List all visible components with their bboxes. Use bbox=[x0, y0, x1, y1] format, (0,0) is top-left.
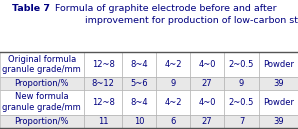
Bar bbox=[190, 90, 224, 115]
Text: 6: 6 bbox=[170, 117, 176, 126]
Bar bbox=[122, 115, 156, 128]
Text: 9: 9 bbox=[170, 79, 176, 88]
Bar bbox=[0, 115, 84, 128]
Bar bbox=[122, 52, 156, 77]
Text: 8~4: 8~4 bbox=[131, 60, 148, 69]
Bar bbox=[224, 77, 259, 90]
Bar bbox=[84, 115, 122, 128]
Text: 4~2: 4~2 bbox=[164, 60, 182, 69]
Bar bbox=[0, 77, 84, 90]
Bar bbox=[259, 115, 298, 128]
Bar bbox=[84, 52, 122, 77]
Bar bbox=[0, 52, 84, 77]
Text: 2~0.5: 2~0.5 bbox=[229, 98, 254, 107]
Text: 4~2: 4~2 bbox=[164, 98, 182, 107]
Text: Powder: Powder bbox=[263, 98, 294, 107]
Text: 8~4: 8~4 bbox=[131, 98, 148, 107]
Text: New formula
granule grade/mm: New formula granule grade/mm bbox=[2, 92, 81, 112]
Text: 12~8: 12~8 bbox=[91, 98, 114, 107]
Text: 12~8: 12~8 bbox=[91, 60, 114, 69]
Bar bbox=[190, 77, 224, 90]
Text: 27: 27 bbox=[202, 117, 212, 126]
Bar bbox=[224, 115, 259, 128]
Bar bbox=[224, 52, 259, 77]
Bar bbox=[84, 77, 122, 90]
Text: Table 7: Table 7 bbox=[12, 4, 50, 13]
Text: Proportion/%: Proportion/% bbox=[15, 117, 69, 126]
Bar bbox=[190, 115, 224, 128]
Text: Formula of graphite electrode before and after
             improvement for prod: Formula of graphite electrode before and… bbox=[46, 4, 298, 25]
Text: 39: 39 bbox=[273, 79, 284, 88]
Bar bbox=[224, 90, 259, 115]
Bar bbox=[259, 77, 298, 90]
Text: Original formula
granule grade/mm: Original formula granule grade/mm bbox=[2, 55, 81, 74]
Text: Powder: Powder bbox=[263, 60, 294, 69]
Text: 39: 39 bbox=[273, 117, 284, 126]
Bar bbox=[84, 90, 122, 115]
Bar bbox=[122, 90, 156, 115]
Text: 11: 11 bbox=[98, 117, 108, 126]
Text: 4~0: 4~0 bbox=[198, 98, 216, 107]
Text: 9: 9 bbox=[239, 79, 244, 88]
Text: 7: 7 bbox=[239, 117, 244, 126]
Bar bbox=[259, 90, 298, 115]
Bar bbox=[156, 77, 190, 90]
Text: 27: 27 bbox=[202, 79, 212, 88]
Text: 8~12: 8~12 bbox=[91, 79, 114, 88]
Text: 2~0.5: 2~0.5 bbox=[229, 60, 254, 69]
Bar bbox=[156, 52, 190, 77]
Bar bbox=[156, 115, 190, 128]
Bar bbox=[190, 52, 224, 77]
Text: 4~0: 4~0 bbox=[198, 60, 216, 69]
Text: Proportion/%: Proportion/% bbox=[15, 79, 69, 88]
Text: 5~6: 5~6 bbox=[131, 79, 148, 88]
Bar bbox=[122, 77, 156, 90]
Bar bbox=[156, 90, 190, 115]
Bar bbox=[0, 90, 84, 115]
Text: 10: 10 bbox=[134, 117, 145, 126]
Bar bbox=[259, 52, 298, 77]
